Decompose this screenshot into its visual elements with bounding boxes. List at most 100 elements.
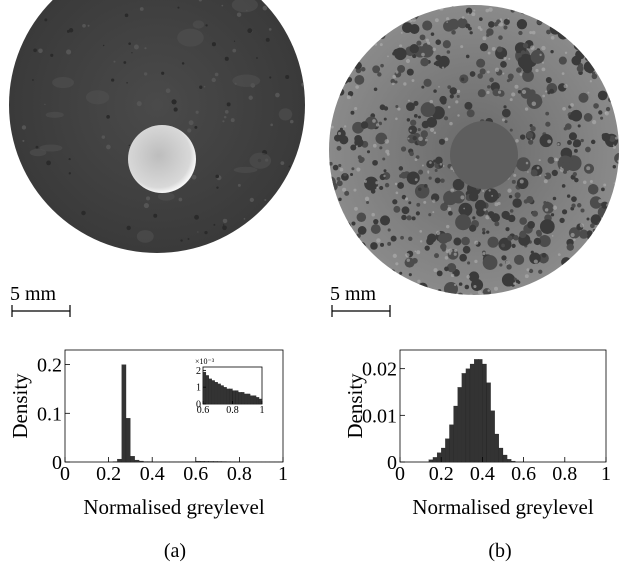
texture: [249, 96, 253, 100]
texture: [418, 170, 423, 175]
texture: [616, 33, 618, 35]
texture: [438, 233, 449, 244]
texture: [342, 188, 346, 192]
texture: [416, 250, 420, 254]
bar: [256, 397, 259, 404]
bar: [130, 456, 134, 462]
texture: [553, 197, 557, 201]
texture: [408, 9, 413, 14]
texture: [606, 27, 613, 34]
texture: [418, 283, 428, 293]
bar: [196, 461, 200, 462]
texture: [231, 118, 235, 122]
texture: [409, 291, 412, 294]
texture: [514, 255, 524, 265]
texture: [520, 179, 524, 183]
texture: [455, 214, 471, 230]
texture: [478, 89, 486, 97]
texture: [585, 2, 589, 6]
texture: [486, 91, 489, 94]
texture: [373, 267, 377, 271]
texture: [410, 120, 416, 126]
texture: [292, 194, 296, 198]
texture: [511, 92, 515, 96]
bar: [117, 459, 121, 462]
texture: [523, 43, 528, 48]
texture: [453, 238, 461, 246]
texture: [604, 80, 608, 84]
texture: [562, 271, 566, 275]
texture: [346, 19, 353, 26]
texture: [126, 82, 127, 83]
texture: [140, 7, 144, 11]
texture: [578, 40, 584, 46]
texture: [144, 203, 149, 208]
texture: [22, 140, 24, 142]
bar: [209, 461, 213, 462]
texture: [459, 282, 463, 286]
texture: [12, 201, 17, 206]
texture: [586, 218, 589, 221]
texture: [541, 278, 547, 284]
texture: [393, 206, 400, 213]
texture: [487, 71, 490, 74]
y-tick-label: 0.1: [37, 403, 62, 425]
texture: [463, 208, 465, 210]
texture: [153, 214, 157, 218]
texture: [199, 86, 202, 89]
texture: [194, 126, 197, 129]
texture: [606, 203, 609, 206]
texture: [416, 41, 421, 46]
texture: [614, 182, 616, 184]
texture: [604, 267, 613, 276]
texture: [501, 211, 509, 219]
texture: [344, 36, 347, 39]
texture: [562, 107, 566, 111]
texture: [546, 77, 552, 83]
texture: [144, 47, 146, 49]
texture: [329, 85, 333, 89]
texture: [354, 264, 360, 270]
texture: [414, 250, 416, 252]
texture: [281, 197, 283, 199]
texture: [593, 11, 598, 16]
texture: [542, 67, 546, 71]
texture: [247, 247, 249, 249]
texture: [373, 144, 377, 148]
texture: [364, 19, 367, 22]
texture: [111, 78, 114, 81]
texture: [435, 39, 441, 45]
bar: [482, 364, 486, 462]
texture: [468, 27, 472, 31]
texture: [373, 219, 378, 224]
texture: [408, 100, 410, 102]
texture: [457, 95, 460, 98]
texture: [590, 180, 593, 183]
texture: [537, 166, 540, 169]
texture: [464, 102, 472, 110]
texture: [588, 280, 595, 287]
texture: [579, 229, 588, 238]
scale-bar: [12, 305, 390, 317]
texture: [570, 5, 583, 18]
texture: [353, 247, 362, 256]
texture: [343, 214, 345, 216]
texture: [443, 165, 445, 167]
texture: [505, 120, 508, 123]
texture: [469, 294, 473, 298]
texture: [420, 58, 428, 66]
texture: [485, 215, 489, 219]
texture: [274, 201, 277, 204]
texture: [461, 237, 470, 246]
texture: [555, 2, 558, 5]
texture: [343, 173, 346, 176]
bar: [213, 461, 217, 462]
texture: [580, 223, 584, 227]
texture: [439, 139, 445, 145]
texture: [331, 15, 338, 22]
texture: [44, 104, 45, 105]
texture: [483, 288, 491, 296]
texture: [361, 17, 374, 30]
texture: [495, 68, 499, 72]
bar: [227, 389, 230, 404]
